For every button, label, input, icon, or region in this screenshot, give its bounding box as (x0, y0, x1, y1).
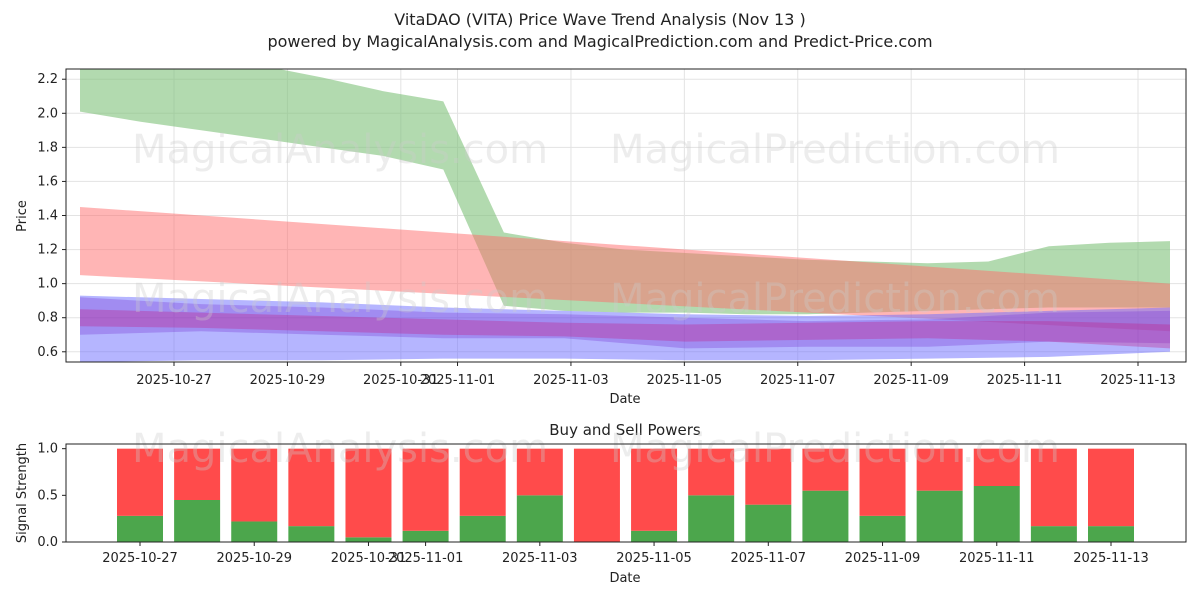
band-purple-band (80, 297, 1170, 349)
buy-bar (288, 526, 335, 542)
price-xtick-label: 2025-10-31 (363, 373, 439, 388)
buy-bar (745, 504, 792, 542)
buy-bar (802, 490, 849, 542)
powers-ytick-label: 0.0 (37, 535, 58, 550)
powers-watermarks: MagicalAnalysis.com MagicalPrediction.co… (132, 426, 1060, 472)
price-xtick-label: 2025-11-13 (1100, 373, 1176, 388)
powers-xtick-label: 2025-10-27 (102, 551, 178, 566)
buy-bar (859, 515, 906, 542)
watermark-prediction-3: MagicalPrediction.com (610, 426, 1060, 472)
powers-x-ticks: 2025-10-27 2025-10-29 2025-10-312025-11-01… (102, 542, 1149, 566)
price-ytick-label: 1.0 (37, 277, 58, 292)
powers-xtick-label: 2025-11-11 (959, 551, 1035, 566)
sell-bar (345, 448, 392, 538)
watermark-analysis-3: MagicalAnalysis.com (132, 426, 548, 472)
buy-bar (345, 537, 392, 542)
price-ytick-label: 0.8 (37, 311, 58, 326)
powers-ytick-label: 1.0 (37, 442, 58, 457)
price-ytick-label: 1.6 (37, 174, 58, 189)
buy-bar (688, 495, 735, 542)
sell-bar (573, 448, 620, 542)
price-ytick-label: 2.2 (37, 72, 58, 87)
price-bands (80, 69, 1170, 362)
powers-xtick-label: 2025-11-05 (616, 551, 692, 566)
price-watermarks: MagicalAnalysis.com MagicalPrediction.co… (132, 127, 1060, 322)
price-xtick-label: 2025-11-09 (873, 373, 949, 388)
buy-bar (973, 486, 1020, 542)
band-blue-band (80, 295, 1170, 362)
sell-bar (288, 448, 335, 527)
powers-axes-frame (65, 443, 1187, 543)
price-ytick-label: 1.2 (37, 243, 58, 258)
sell-bar (745, 448, 792, 505)
price-ytick-label: 2.0 (37, 106, 58, 121)
sell-bar (631, 448, 678, 531)
watermark-prediction-2: MagicalPrediction.com (610, 276, 1060, 322)
powers-x-label: Date (609, 571, 640, 586)
powers-xtick-label: 2025-11-13 (1073, 551, 1149, 566)
powers-xtick-label: 2025-11-09 (845, 551, 921, 566)
buy-bar (117, 515, 163, 542)
powers-bars (117, 448, 1134, 542)
price-ytick-label: 1.4 (37, 209, 58, 224)
sell-bar (516, 448, 563, 496)
price-ytick-label: 0.6 (37, 345, 58, 360)
buy-bar (402, 530, 449, 542)
powers-xtick-label: 2025-10-31 (331, 551, 407, 566)
powers-ytick-label: 0.5 (37, 488, 58, 503)
watermark-analysis: MagicalAnalysis.com (132, 127, 548, 173)
chart-title: VitaDAO (VITA) Price Wave Trend Analysis… (394, 10, 805, 29)
powers-y-ticks: 0.0 0.5 1.0 (37, 442, 66, 550)
price-y-label: Price (15, 200, 30, 232)
price-xtick-label: 2025-11-03 (533, 373, 609, 388)
powers-xtick-label: 2025-11-01 (388, 551, 464, 566)
buy-bar (516, 495, 563, 542)
sell-bar (402, 448, 449, 531)
powers-xtick-label: 2025-11-07 (731, 551, 807, 566)
sell-bar (802, 448, 849, 491)
buy-bar (631, 530, 678, 542)
powers-title: Buy and Sell Powers (549, 421, 701, 439)
powers-xtick-label: 2025-11-03 (502, 551, 578, 566)
sell-bar (688, 448, 735, 496)
powers-xtick-label: 2025-10-29 (216, 551, 292, 566)
sell-bar (117, 448, 163, 516)
watermark-prediction: MagicalPrediction.com (610, 127, 1060, 173)
buy-bar (231, 521, 278, 542)
price-xtick-label: 2025-11-07 (760, 373, 836, 388)
sell-bar (1088, 448, 1134, 527)
price-xtick-label: 2025-11-01 (420, 373, 496, 388)
watermark-analysis-2: MagicalAnalysis.com (132, 276, 548, 322)
sell-bar (459, 448, 506, 516)
sell-bar (174, 448, 221, 500)
price-ytick-label: 1.8 (37, 140, 58, 155)
price-x-label: Date (609, 392, 640, 407)
band-magenta-band (80, 309, 1170, 349)
price-xtick-label: 2025-11-05 (647, 373, 723, 388)
price-xtick-label: 2025-10-27 (136, 373, 212, 388)
buy-bar (174, 500, 221, 542)
band-green-band (80, 69, 1170, 315)
powers-y-label: Signal Strength (15, 443, 30, 543)
sell-bar (859, 448, 906, 516)
buy-bar (1030, 526, 1077, 542)
price-xtick-label: 2025-11-11 (987, 373, 1063, 388)
price-x-ticks: 2025-10-27 2025-10-29 2025-10-312025-11-01… (136, 362, 1176, 388)
sell-bar (1030, 448, 1077, 527)
buy-bar (916, 490, 963, 542)
sell-bar (231, 448, 278, 522)
sell-bar (916, 448, 963, 491)
price-y-ticks: 0.6 0.8 1.0 1.2 1.4 1.6 1.8 2.0 2.2 (37, 72, 66, 360)
buy-bar (1088, 526, 1134, 542)
sell-bar (973, 448, 1020, 486)
price-xtick-label: 2025-10-29 (250, 373, 326, 388)
buy-bar (459, 515, 506, 542)
chart-subtitle: powered by MagicalAnalysis.com and Magic… (267, 32, 932, 51)
band-red-band (80, 207, 1170, 332)
